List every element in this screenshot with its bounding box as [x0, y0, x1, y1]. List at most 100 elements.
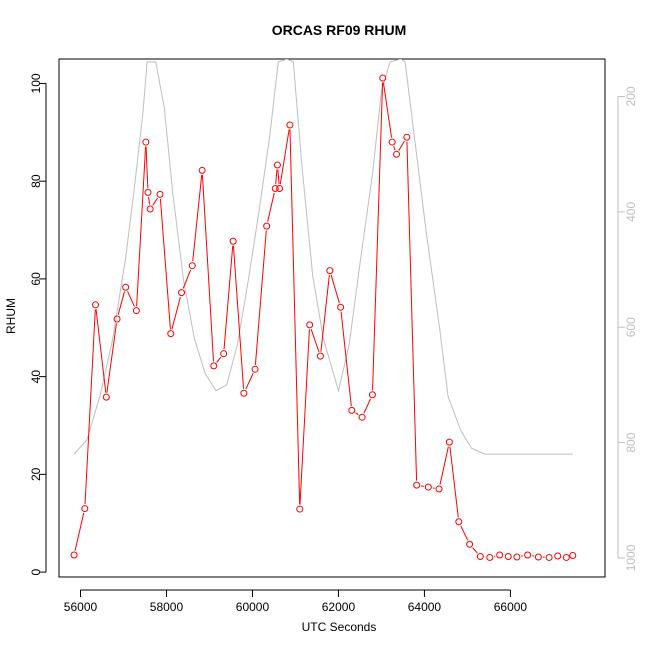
rhum-point: [276, 185, 284, 192]
rhum-point: [326, 267, 334, 275]
rhum-point: [486, 553, 494, 561]
rhum-point: [424, 483, 432, 491]
rhum-point: [524, 551, 532, 559]
rhum-point: [273, 161, 281, 169]
rhum-segment: [310, 328, 320, 353]
rhum-segment: [148, 196, 151, 205]
x-axis-label: UTC Seconds: [302, 620, 377, 634]
rhum-segment: [275, 169, 278, 185]
rhum-segment: [267, 192, 275, 222]
rhum-segment: [254, 230, 267, 365]
rhum-segment: [449, 446, 459, 518]
x-axis: 56000 58000 60000 62000 64000 66000: [64, 589, 528, 614]
rhum-point: [122, 283, 130, 291]
rhum-point: [263, 222, 271, 230]
rhum-point: [167, 330, 175, 338]
y2-tick-label: 1000: [624, 544, 638, 571]
rhum-point: [198, 166, 206, 174]
y-axis-label: RHUM: [4, 298, 18, 334]
rhum-point: [144, 188, 152, 196]
rhum-segment: [192, 174, 203, 262]
rhum-point: [562, 553, 570, 561]
x-tick-label: 58000: [150, 600, 184, 614]
y-tick-label: 60: [29, 272, 43, 286]
rhum-point: [188, 262, 196, 270]
rhum-point: [220, 350, 228, 358]
rhum-segment: [232, 245, 245, 389]
series-layer: [70, 59, 577, 561]
rhum-point: [178, 289, 186, 297]
rhum-point: [348, 406, 356, 414]
rhum-point: [92, 301, 100, 309]
rhum-point: [240, 389, 248, 397]
rhum-series: [70, 74, 577, 561]
rhum-segment: [355, 412, 359, 416]
rhum-point: [81, 505, 89, 513]
y2-tick-label: 800: [624, 432, 638, 452]
rhum-point: [545, 553, 553, 561]
y2-tick-label: 200: [624, 86, 638, 106]
rhum-point: [476, 552, 484, 560]
x-tick-label: 56000: [64, 600, 98, 614]
rhum-point: [210, 362, 218, 370]
rhum-segment: [382, 82, 393, 138]
y-tick-label: 100: [29, 73, 43, 93]
rhum-point: [569, 551, 577, 559]
rhum-segment: [460, 525, 469, 541]
rhum-segment: [95, 309, 107, 393]
rhum-segment: [279, 129, 290, 185]
rhum-segment: [245, 373, 254, 390]
rhum-point: [466, 540, 474, 548]
x-tick-label: 64000: [408, 600, 442, 614]
rhum-point: [102, 393, 110, 401]
rhum-segment: [289, 129, 301, 505]
rhum-segment: [159, 198, 171, 330]
x-tick-label: 62000: [322, 600, 356, 614]
rhum-point: [554, 552, 562, 560]
rhum-segment: [340, 311, 352, 406]
x-tick-label: 60000: [236, 600, 270, 614]
rhum-point: [306, 321, 314, 329]
rhum-segment: [406, 141, 418, 481]
rhum-segment: [74, 512, 85, 551]
y2-tick-label: 600: [624, 317, 638, 337]
rhum-point: [156, 190, 164, 198]
y-tick-label: 80: [29, 174, 43, 188]
rhum-segment: [299, 329, 310, 505]
rhum-segment: [439, 446, 449, 485]
rhum-segment: [277, 169, 280, 185]
y2-tick-label: 400: [624, 202, 638, 222]
rhum-point: [70, 551, 78, 559]
rhum-point: [286, 121, 294, 129]
rhum-segment: [171, 296, 181, 330]
rhum-segment: [201, 174, 215, 362]
rhum-point: [403, 133, 411, 141]
rhum-segment: [320, 275, 330, 352]
y-axis: 0 20 40 60 80 100: [29, 73, 47, 575]
rhum-segment: [84, 309, 96, 505]
rhum-segment: [472, 547, 478, 554]
rhum-point: [229, 237, 237, 245]
rhum-segment: [145, 146, 149, 188]
rhum-segment: [372, 82, 384, 391]
rhum-point: [358, 413, 366, 421]
y-tick-label: 40: [29, 370, 43, 384]
x-tick-label: 66000: [494, 600, 528, 614]
rhum-segment: [106, 323, 117, 393]
rhum-segment: [136, 146, 147, 307]
y2-axis: 200 400 600 800 1000: [617, 86, 638, 571]
rhum-segment: [117, 291, 125, 315]
rhum-segment: [223, 245, 234, 350]
rhum-point: [513, 553, 521, 561]
y-tick-label: 20: [29, 467, 43, 481]
rhum-point: [435, 485, 443, 493]
rhum-point: [392, 150, 400, 158]
rhum-point: [146, 205, 154, 213]
rhum-segment: [216, 356, 222, 363]
rhum-point: [413, 481, 421, 489]
rhum-point: [316, 352, 324, 360]
chart-title: ORCAS RF09 RHUM: [272, 22, 407, 38]
plot-frame: [58, 58, 606, 578]
rhum-segment: [182, 269, 192, 289]
